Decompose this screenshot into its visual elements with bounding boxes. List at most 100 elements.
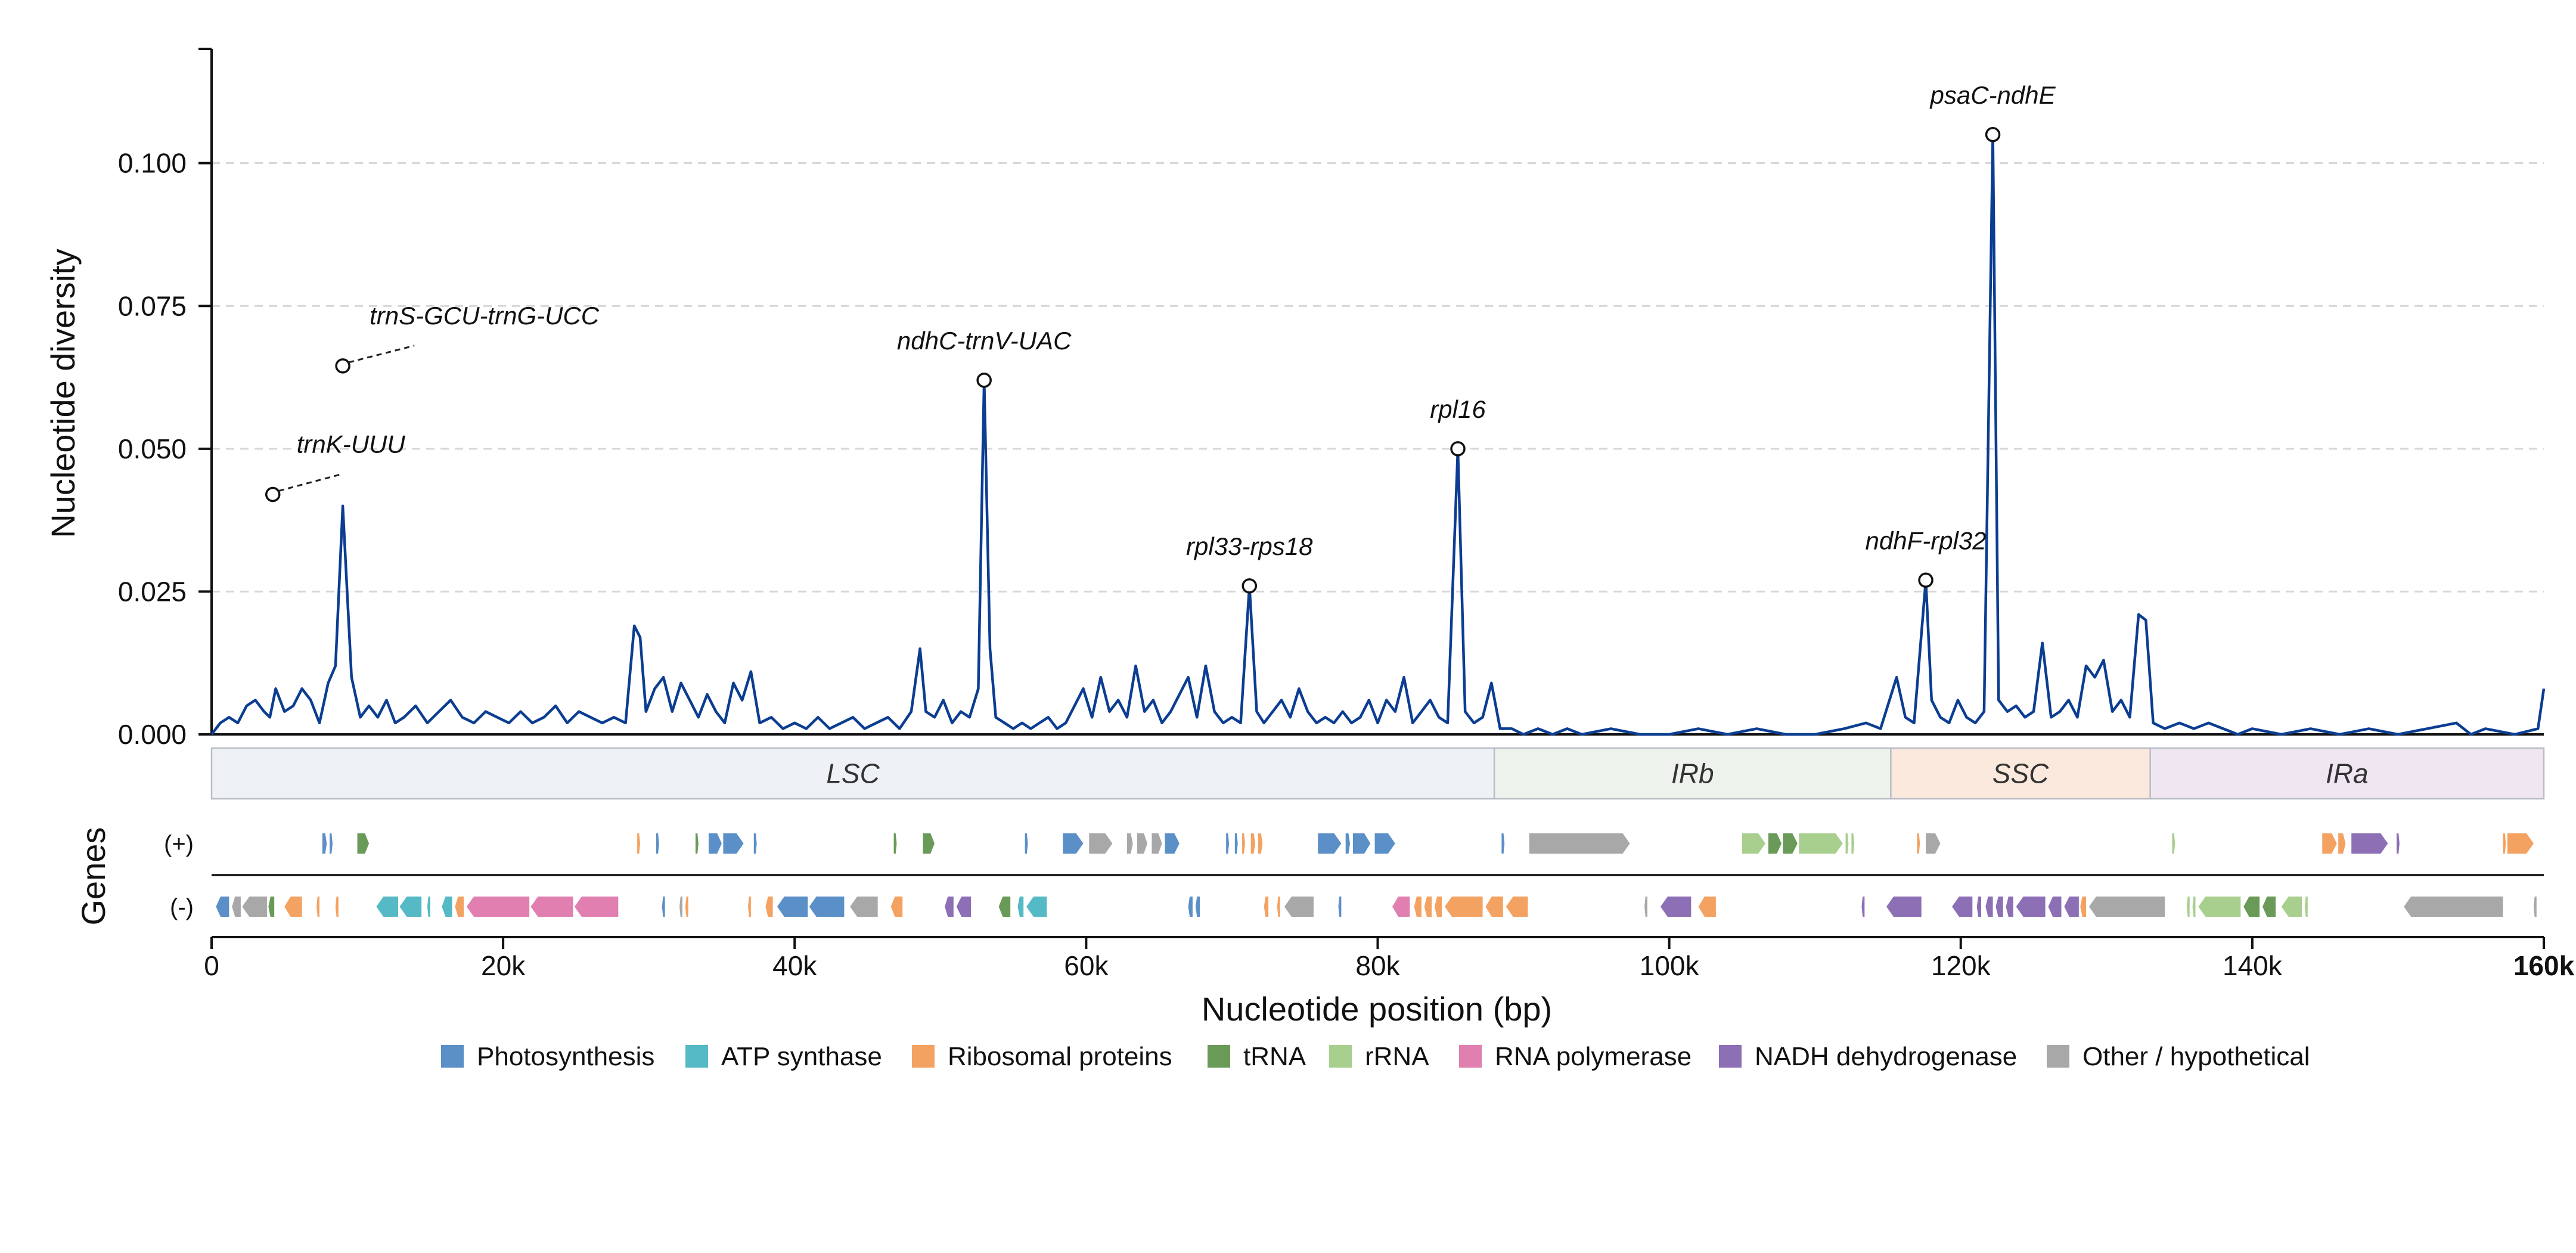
genes-axis-title: Genes bbox=[75, 827, 112, 926]
gene-arrow bbox=[1985, 897, 1993, 917]
peak-label: rpl16 bbox=[1430, 395, 1486, 423]
gene-arrow bbox=[232, 897, 241, 917]
gene-arrow bbox=[662, 897, 665, 917]
region-label: IRb bbox=[1671, 758, 1714, 789]
gene-arrow bbox=[1277, 897, 1280, 917]
gene-arrow bbox=[2006, 897, 2013, 917]
gene-arrow bbox=[1352, 833, 1371, 854]
gene-arrow bbox=[1250, 833, 1256, 854]
legend-swatch bbox=[1329, 1045, 1352, 1068]
legend-label: Photosynthesis bbox=[477, 1042, 654, 1071]
x-tick-label: 120k bbox=[1931, 950, 1991, 981]
gene-arrow bbox=[956, 897, 972, 917]
diversity-line bbox=[210, 133, 2546, 736]
gene-arrow bbox=[335, 897, 339, 917]
gene-tracks: (+) (-) bbox=[164, 831, 2544, 920]
gene-arrow bbox=[2322, 833, 2337, 854]
legend-swatch bbox=[1459, 1045, 1482, 1068]
gene-arrow bbox=[2198, 897, 2241, 917]
region-label: IRa bbox=[2326, 758, 2369, 789]
gene-arrow bbox=[216, 897, 229, 917]
region-band bbox=[2149, 747, 2545, 800]
legend-swatch bbox=[441, 1045, 464, 1068]
gene-arrow bbox=[923, 833, 935, 854]
gene-arrow bbox=[1345, 833, 1351, 854]
legend-swatch bbox=[1208, 1045, 1230, 1068]
gene-arrow bbox=[1258, 833, 1263, 854]
gene-arrow bbox=[708, 833, 722, 854]
gene-arrow bbox=[2192, 897, 2196, 917]
gene-arrow bbox=[679, 897, 682, 917]
gene-arrow bbox=[357, 833, 370, 854]
legend-label: RNA polymerase bbox=[1495, 1042, 1692, 1071]
gene-arrow bbox=[809, 897, 845, 917]
legend-swatch bbox=[1719, 1045, 1742, 1068]
gene-arrow bbox=[2338, 833, 2346, 854]
gene-arrow bbox=[1242, 833, 1245, 854]
y-tick-label: 0.075 bbox=[118, 290, 187, 321]
gene-arrow bbox=[1234, 833, 1238, 854]
peak-label: rpl33-rps18 bbox=[1186, 532, 1313, 560]
x-tick-label: 140k bbox=[2223, 950, 2283, 981]
gene-arrow bbox=[1698, 897, 1716, 917]
gene-arrow bbox=[777, 897, 808, 917]
region-band bbox=[210, 747, 1495, 800]
gene-arrow bbox=[1485, 897, 1503, 917]
gene-arrow bbox=[685, 897, 688, 917]
gene-arrow bbox=[695, 833, 699, 854]
peak-leader-line bbox=[348, 345, 415, 364]
legend-label: ATP synthase bbox=[721, 1042, 882, 1071]
gene-arrow bbox=[998, 897, 1011, 917]
gene-arrow bbox=[1414, 897, 1422, 917]
gene-arrow bbox=[637, 833, 641, 854]
gene-arrow bbox=[242, 897, 267, 917]
gene-arrow bbox=[2064, 897, 2079, 917]
region-band bbox=[1493, 747, 1892, 800]
gene-arrow bbox=[1188, 897, 1193, 917]
gene-arrow bbox=[1799, 833, 1843, 854]
region-label: SSC bbox=[1992, 758, 2049, 789]
legend-swatch bbox=[912, 1045, 935, 1068]
gene-arrow bbox=[376, 897, 399, 917]
x-tick-label: 80k bbox=[1355, 950, 1400, 981]
peak-marker bbox=[265, 486, 281, 503]
gene-arrow bbox=[284, 897, 302, 917]
gene-arrow bbox=[1264, 897, 1269, 917]
x-axis: 0 20k 40k 60k 80k 100k 120k 140k 160k bbox=[204, 936, 2575, 981]
gene-arrow bbox=[1434, 897, 1442, 917]
gene-arrow bbox=[1017, 897, 1024, 917]
legend-label: tRNA bbox=[1243, 1042, 1306, 1071]
peak-marker bbox=[1450, 441, 1466, 457]
x-axis-title: Nucleotide position (bp) bbox=[1202, 990, 1552, 1028]
x-tick-label: 160k bbox=[2513, 950, 2575, 981]
gene-arrow bbox=[2016, 897, 2046, 917]
diversity-series-line bbox=[210, 133, 2546, 736]
gene-arrow bbox=[1338, 897, 1342, 917]
gene-arrow bbox=[2172, 833, 2175, 854]
gene-arrow bbox=[316, 897, 319, 917]
gene-arrow bbox=[747, 897, 751, 917]
gene-arrow bbox=[945, 897, 954, 917]
gene-arrow bbox=[455, 897, 464, 917]
gene-arrow bbox=[1926, 833, 1941, 854]
gene-arrow bbox=[1742, 833, 1766, 854]
gene-arrow bbox=[2186, 897, 2190, 917]
gene-arrow bbox=[1165, 833, 1180, 854]
gene-arrow bbox=[1089, 833, 1113, 854]
gene-arrow bbox=[890, 897, 903, 917]
legend-label: NADH dehydrogenase bbox=[1755, 1042, 2017, 1071]
gene-arrow bbox=[2088, 897, 2165, 917]
legend-label: Other / hypothetical bbox=[2082, 1042, 2310, 1071]
peak-label: ndhC-trnV-UAC bbox=[897, 327, 1072, 355]
minus-strand-label: (-) bbox=[170, 894, 194, 920]
x-tick-label: 0 bbox=[204, 950, 219, 981]
gene-arrow bbox=[2533, 897, 2537, 917]
gene-arrow bbox=[1976, 897, 1981, 917]
gene-arrow bbox=[466, 897, 530, 917]
gene-arrow bbox=[2243, 897, 2260, 917]
plus-strand-label: (+) bbox=[164, 831, 194, 857]
gene-arrow bbox=[2048, 897, 2062, 917]
gene-arrow bbox=[268, 897, 275, 917]
peak-marker bbox=[1985, 127, 2001, 142]
